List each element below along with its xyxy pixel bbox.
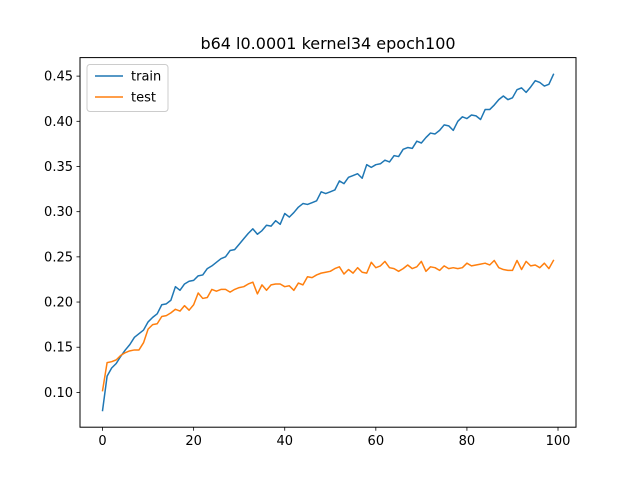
y-tick-label: 0.10 xyxy=(44,386,73,401)
y-tick-label: 0.35 xyxy=(44,160,73,175)
x-tick-label: 60 xyxy=(368,434,385,449)
legend: train test xyxy=(86,64,169,112)
x-tick-label: 40 xyxy=(276,434,293,449)
y-tick-label: 0.45 xyxy=(44,70,73,85)
y-tick-label: 0.30 xyxy=(44,205,73,220)
y-tick-label: 0.20 xyxy=(44,296,73,311)
series-line-test xyxy=(101,259,555,392)
chart-title: b64 l0.0001 kernel34 epoch100 xyxy=(200,34,455,53)
x-tick-label: 100 xyxy=(546,434,571,449)
y-tick-label: 0.15 xyxy=(44,341,73,356)
series-layer xyxy=(101,73,555,412)
y-tick-label: 0.40 xyxy=(44,115,73,130)
y-axis-ticks: 0.10 0.15 0.20 0.25 0.30 0.35 0.40 0.45 xyxy=(44,70,80,401)
x-tick-label: 20 xyxy=(185,434,202,449)
x-tick-label: 0 xyxy=(98,434,106,449)
legend-label-test: test xyxy=(131,91,156,106)
plot-area xyxy=(79,57,577,428)
axes-frame xyxy=(79,57,577,428)
x-tick-label: 80 xyxy=(459,434,476,449)
y-tick-label: 0.25 xyxy=(44,250,73,265)
legend-label-train: train xyxy=(131,70,161,85)
x-axis-ticks: 0 20 40 60 80 100 xyxy=(98,427,570,449)
series-line-train xyxy=(101,73,555,412)
